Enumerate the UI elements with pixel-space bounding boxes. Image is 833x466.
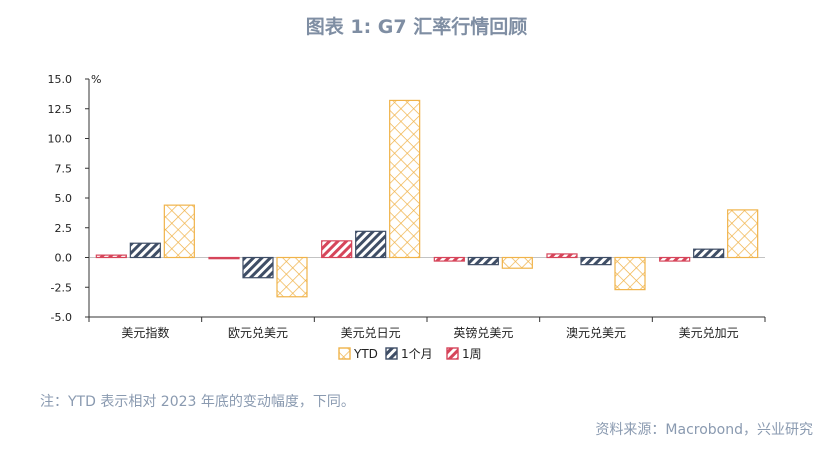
g7-fx-chart: 15.0 12.5 10.0 7.5 5.0 2.5 0.0 -2.5 -5.0% 美元指数 欧元… — [48, 73, 766, 361]
bar-1个月-英镑兑美元 — [467, 256, 499, 266]
bar-1周-美元指数 — [95, 254, 127, 259]
legend-swatch-1周 — [446, 347, 459, 360]
bar-YTD-澳元兑美元 — [614, 256, 646, 291]
y-tick-label: -5.0 — [51, 311, 72, 324]
bar-1周-美元兑加元 — [659, 256, 691, 262]
category-label: 美元兑日元 — [341, 326, 401, 340]
bar-1个月-美元兑日元 — [355, 230, 387, 259]
bar-1个月-美元指数 — [129, 242, 161, 259]
chart-title: 图表 1: G7 汇率行情回顾 — [305, 16, 528, 38]
legend-label: 1个月 — [401, 347, 433, 361]
category-label: 英镑兑美元 — [453, 325, 513, 340]
y-tick-label: 5.0 — [55, 192, 73, 205]
bar-YTD-英镑兑美元 — [501, 256, 533, 269]
bar-1周-英镑兑美元 — [433, 256, 465, 262]
bar-YTD-美元兑加元 — [727, 209, 759, 259]
legend-label: 1周 — [462, 347, 482, 361]
bar-1周-欧元兑美元 — [208, 256, 240, 260]
bar-YTD-美元兑日元 — [389, 99, 421, 259]
y-tick-label: 7.5 — [55, 162, 73, 175]
y-tick-label: 15.0 — [48, 73, 73, 86]
bar-1个月-澳元兑美元 — [580, 256, 612, 266]
y-tick-label: 2.5 — [55, 222, 73, 235]
bar-YTD-美元指数 — [163, 204, 195, 259]
y-tick-label: 10.0 — [48, 133, 73, 146]
bar-1周-澳元兑美元 — [546, 253, 578, 259]
category-label: 澳元兑美元 — [566, 326, 626, 340]
category-label: 欧元兑美元 — [228, 326, 288, 340]
bar-1周-美元兑日元 — [321, 240, 353, 259]
legend-swatch-1个月 — [385, 347, 398, 360]
category-label: 美元兑加元 — [679, 326, 739, 340]
legend-swatch-YTD — [338, 347, 351, 360]
footnote: 注：YTD 表示相对 2023 年底的变动幅度，下同。 — [40, 394, 355, 410]
y-tick-label: 0.0 — [55, 252, 73, 265]
bar-1个月-美元兑加元 — [693, 248, 725, 259]
y-tick-label: 12.5 — [48, 103, 73, 116]
category-label: 美元指数 — [121, 325, 169, 340]
legend-label: YTD — [353, 347, 378, 361]
source-note: 资料来源：Macrobond，兴业研究 — [595, 422, 813, 438]
bar-1个月-欧元兑美元 — [242, 256, 274, 279]
y-unit-label: % — [91, 73, 101, 86]
bar-YTD-欧元兑美元 — [276, 256, 308, 298]
y-tick-label: -2.5 — [51, 281, 72, 294]
